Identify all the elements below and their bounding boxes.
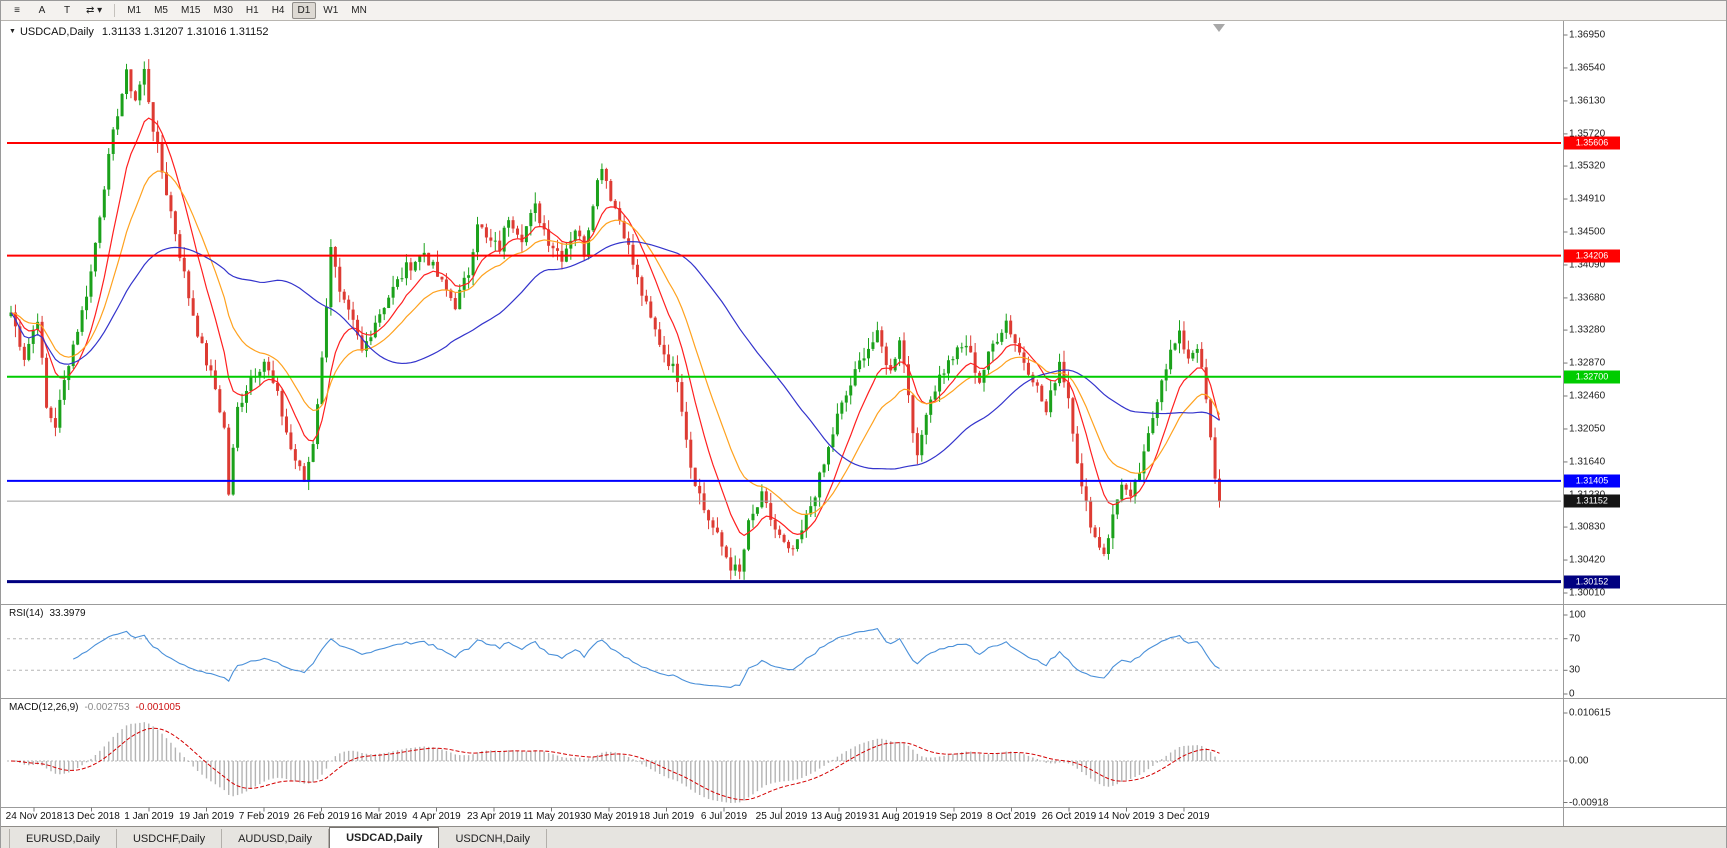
rsi-panel	[7, 627, 1561, 688]
symbol-tab-usdchf[interactable]: USDCHF,Daily	[117, 829, 223, 848]
timeframe-m30-button[interactable]: M30	[207, 2, 238, 19]
chart-title: ▼ USDCAD,Daily 1.31133 1.31207 1.31016 1.3…	[9, 26, 269, 38]
rsi-indicator-label: RSI(14) 33.3979	[9, 608, 86, 619]
timeframe-h4-button[interactable]: H4	[266, 2, 291, 19]
moving-average-21	[10, 170, 1221, 515]
timeframe-m1-button[interactable]: M1	[121, 2, 147, 19]
timeframe-w1-button[interactable]: W1	[317, 2, 344, 19]
moving-average-50	[10, 240, 1220, 470]
ohlc-values: 1.31133 1.31207 1.31016 1.31152	[101, 26, 269, 38]
rsi-name: RSI(14)	[9, 608, 44, 619]
timeframe-d1-button[interactable]: D1	[291, 2, 317, 19]
rsi-line	[72, 627, 1220, 688]
timeframe-h1-button[interactable]: H1	[240, 2, 265, 19]
macd-main-value: -0.002753	[84, 702, 130, 713]
text-tool-button[interactable]: T	[55, 2, 79, 19]
chart-tab-bar: EURUSD,Daily USDCHF,Daily AUDUSD,Daily USDC…	[1, 826, 1726, 848]
scroll-mode-dropdown-button[interactable]: ⇄ ▾	[80, 2, 108, 19]
macd-signal-line	[10, 727, 1220, 801]
symbol-label: USDCAD,Daily	[19, 26, 94, 38]
macd-panel	[7, 722, 1561, 804]
candles	[9, 59, 1221, 580]
timeframe-m5-button[interactable]: M5	[148, 2, 174, 19]
rsi-value: 33.3979	[49, 608, 86, 619]
timeframe-mn-button[interactable]: MN	[345, 2, 373, 19]
toolbar: ≡ A T ⇄ ▾ M1 M5 M15 M30 H1 H4 D1 W1 MN	[1, 1, 1726, 21]
symbol-dropdown-icon[interactable]: ▼	[9, 28, 16, 35]
macd-signal-value: -0.001005	[135, 702, 181, 713]
symbol-tab-usdcnh[interactable]: USDCNH,Daily	[439, 829, 548, 848]
symbol-tab-usdcad[interactable]: USDCAD,Daily	[329, 827, 440, 848]
cursor-tool-button[interactable]: A	[30, 2, 54, 19]
symbol-tab-eurusd[interactable]: EURUSD,Daily	[9, 829, 117, 848]
chart-shift-marker[interactable]	[1213, 24, 1225, 32]
timeframe-m15-button[interactable]: M15	[175, 2, 206, 19]
price-panel	[9, 59, 1221, 580]
charts-menu-button[interactable]: ≡	[5, 2, 29, 19]
toolbar-separator	[114, 4, 116, 17]
moving-average-10	[10, 117, 1221, 537]
symbol-tab-audusd[interactable]: AUDUSD,Daily	[222, 829, 330, 848]
macd-indicator-label: MACD(12,26,9) -0.002753 -0.001005	[9, 702, 181, 713]
macd-name: MACD(12,26,9)	[9, 702, 79, 713]
